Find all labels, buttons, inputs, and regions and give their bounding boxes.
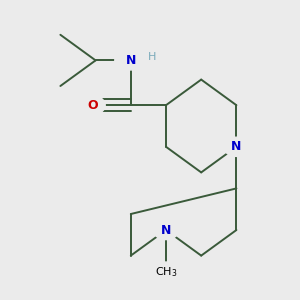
Ellipse shape: [80, 96, 105, 115]
Ellipse shape: [153, 220, 179, 240]
Text: N: N: [126, 54, 136, 67]
Text: H: H: [147, 52, 156, 62]
Ellipse shape: [147, 262, 185, 281]
Text: CH$_3$: CH$_3$: [155, 265, 177, 278]
Text: N: N: [161, 224, 171, 236]
Text: N: N: [231, 140, 242, 153]
Text: O: O: [87, 99, 98, 112]
Ellipse shape: [115, 51, 147, 70]
Ellipse shape: [224, 137, 249, 156]
